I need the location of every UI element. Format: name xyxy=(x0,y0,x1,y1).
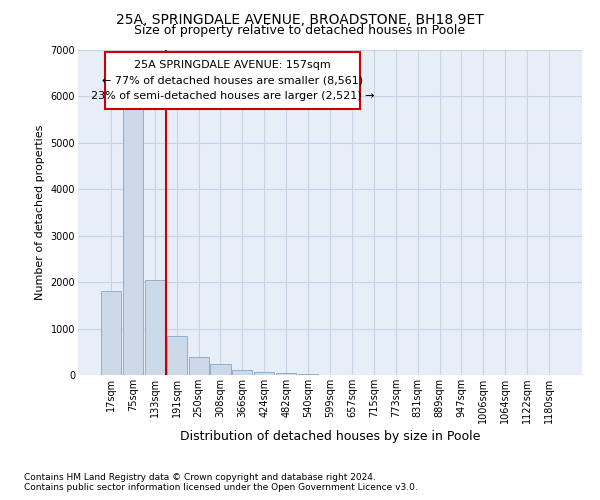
Text: Size of property relative to detached houses in Poole: Size of property relative to detached ho… xyxy=(134,24,466,37)
Text: 23% of semi-detached houses are larger (2,521) →: 23% of semi-detached houses are larger (… xyxy=(91,91,374,101)
Y-axis label: Number of detached properties: Number of detached properties xyxy=(35,125,45,300)
Bar xyxy=(254,372,274,375)
Text: 25A SPRINGDALE AVENUE: 157sqm: 25A SPRINGDALE AVENUE: 157sqm xyxy=(134,60,331,70)
Text: ← 77% of detached houses are smaller (8,561): ← 77% of detached houses are smaller (8,… xyxy=(102,75,363,85)
Bar xyxy=(276,372,296,375)
Text: Contains public sector information licensed under the Open Government Licence v3: Contains public sector information licen… xyxy=(24,484,418,492)
Bar xyxy=(145,280,165,375)
FancyBboxPatch shape xyxy=(104,52,360,108)
Text: Contains HM Land Registry data © Crown copyright and database right 2024.: Contains HM Land Registry data © Crown c… xyxy=(24,472,376,482)
Bar xyxy=(211,364,230,375)
Bar xyxy=(298,374,318,375)
Bar xyxy=(188,358,209,375)
Bar xyxy=(167,336,187,375)
Bar xyxy=(101,292,121,375)
Bar xyxy=(232,370,253,375)
Text: 25A, SPRINGDALE AVENUE, BROADSTONE, BH18 9ET: 25A, SPRINGDALE AVENUE, BROADSTONE, BH18… xyxy=(116,12,484,26)
Text: Distribution of detached houses by size in Poole: Distribution of detached houses by size … xyxy=(180,430,480,443)
Bar xyxy=(123,108,143,375)
